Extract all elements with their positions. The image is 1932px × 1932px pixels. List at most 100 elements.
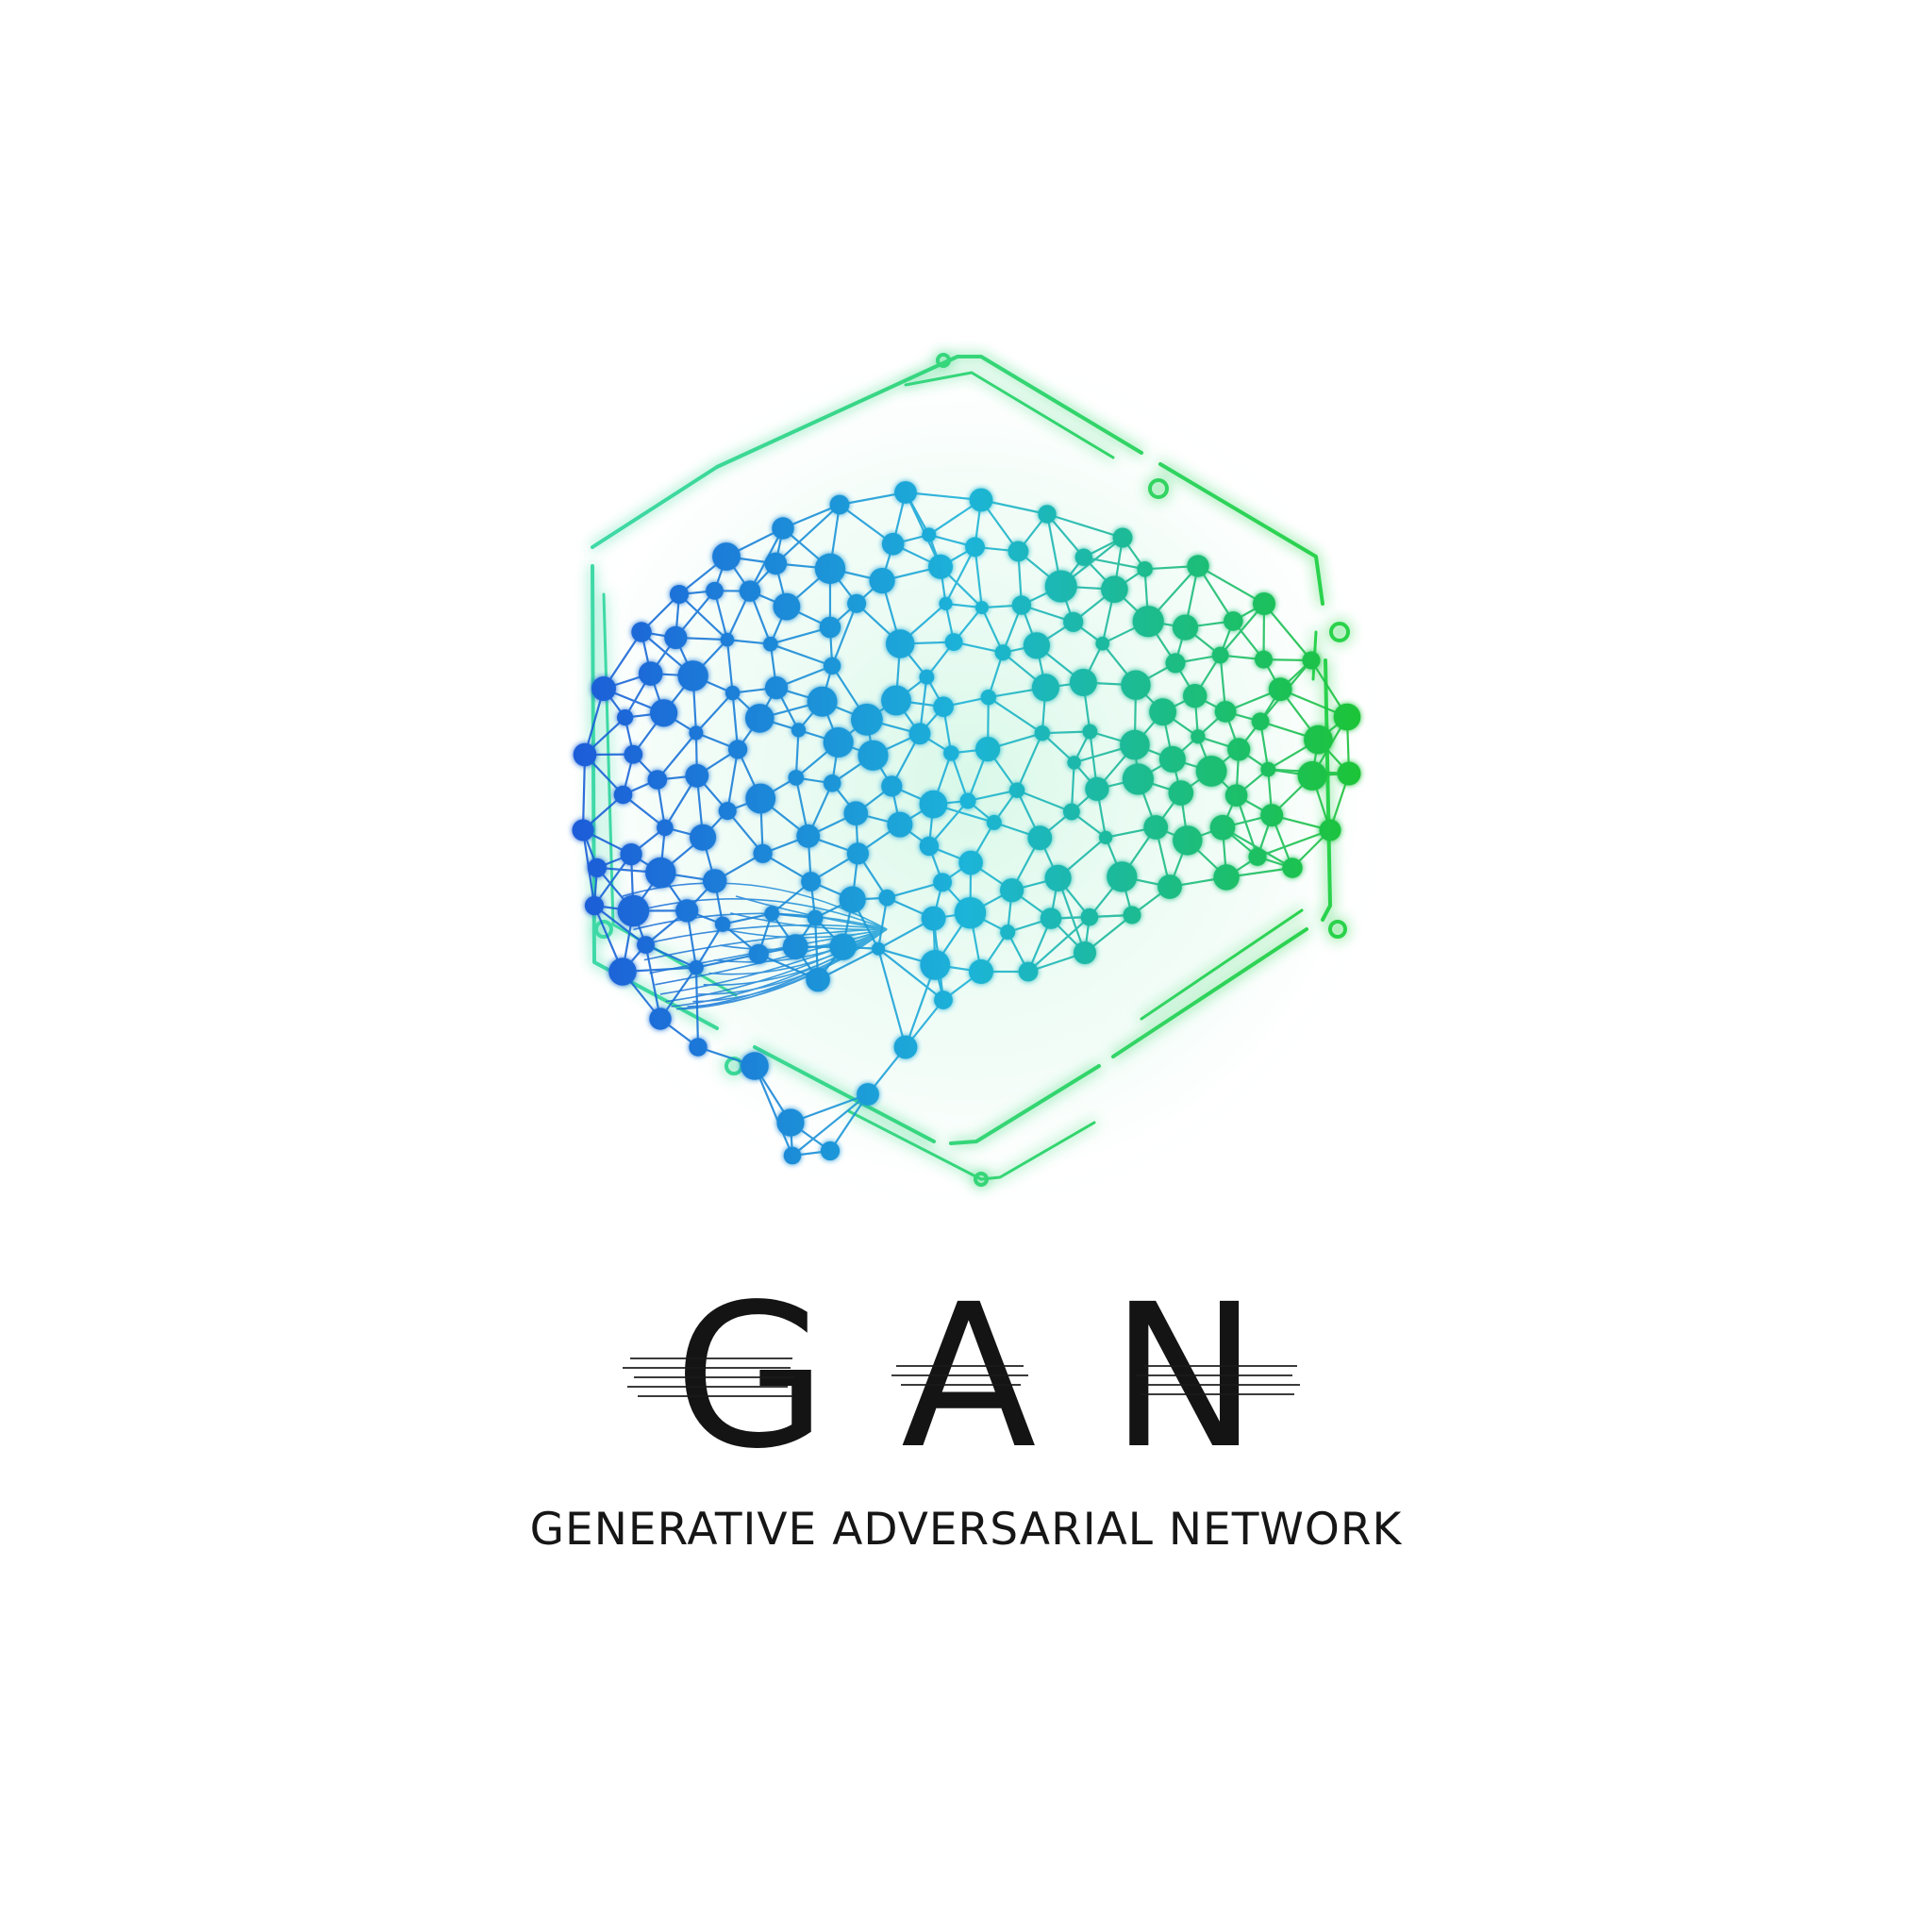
network-node <box>969 488 993 512</box>
network-node <box>689 725 704 741</box>
network-node <box>807 909 824 926</box>
network-node <box>933 696 954 717</box>
network-node <box>974 601 989 615</box>
network-node <box>617 709 634 726</box>
network-node <box>1211 646 1229 664</box>
network-edge <box>726 749 740 811</box>
network-node <box>869 568 895 594</box>
network-node <box>823 774 841 792</box>
network-node <box>591 676 616 701</box>
network-node <box>1099 830 1113 844</box>
network-node <box>1304 724 1333 755</box>
network-node <box>1149 698 1176 726</box>
network-node <box>788 770 805 786</box>
network-node <box>728 740 748 759</box>
network-node <box>1107 861 1138 892</box>
network-node <box>958 850 983 875</box>
network-node <box>939 596 953 611</box>
fiber-strand <box>643 928 888 961</box>
network-node <box>706 581 724 600</box>
network-node <box>764 552 788 575</box>
tagline: GENERATIVE ADVERSARIAL NETWORK <box>529 1504 1403 1556</box>
fiber-strand <box>730 912 888 931</box>
network-node <box>720 632 735 647</box>
network-node <box>1253 592 1275 615</box>
neural-network-brain-icon <box>572 481 1361 1165</box>
network-node <box>1227 738 1251 761</box>
network-node <box>617 894 650 927</box>
network-edge <box>928 800 969 847</box>
network-edge <box>1222 826 1293 869</box>
network-node <box>1085 776 1109 802</box>
network-edge <box>1197 565 1265 605</box>
network-node <box>851 703 883 736</box>
network-node <box>1074 941 1096 964</box>
fiber-strand <box>697 928 888 995</box>
network-edge <box>980 607 1005 654</box>
network-node <box>1172 614 1199 641</box>
network-node <box>584 895 605 916</box>
network-node <box>887 811 913 838</box>
network-node <box>829 494 850 515</box>
network-node <box>919 836 940 857</box>
network-node <box>819 616 841 639</box>
network-node <box>1165 653 1186 674</box>
network-node <box>933 873 952 892</box>
network-node <box>986 814 1002 830</box>
network-node <box>943 745 959 761</box>
network-node <box>886 629 915 658</box>
network-node <box>814 553 846 584</box>
network-node <box>893 1035 918 1059</box>
network-edge <box>678 593 728 641</box>
network-node <box>1080 908 1099 926</box>
network-node <box>908 723 931 745</box>
network-node <box>714 916 731 932</box>
network-node <box>1333 703 1361 731</box>
network-node <box>965 537 985 558</box>
network-node <box>764 676 789 700</box>
network-node <box>703 869 727 893</box>
network-edge <box>722 912 773 925</box>
network-node <box>685 763 709 788</box>
network-node <box>881 685 911 716</box>
fiber-strand <box>703 928 888 986</box>
network-node <box>670 585 689 604</box>
network-node <box>613 785 633 805</box>
network-node <box>881 775 903 797</box>
network-node <box>846 842 870 865</box>
network-node <box>631 622 652 642</box>
network-node <box>741 1052 769 1080</box>
network-edge <box>695 691 734 734</box>
network-node <box>894 481 917 504</box>
network-node <box>1074 548 1093 566</box>
network-edge <box>967 789 1018 803</box>
network-node <box>1224 611 1243 631</box>
network-edge <box>905 491 982 502</box>
network-node <box>839 886 866 913</box>
network-node <box>739 580 761 602</box>
network-node <box>690 824 717 851</box>
network-node <box>724 685 741 701</box>
network-node <box>1112 527 1133 548</box>
network-node <box>823 727 854 758</box>
network-node <box>934 991 953 1009</box>
network-node <box>1023 632 1050 659</box>
network-node <box>881 532 905 556</box>
network-node <box>1224 784 1248 807</box>
network-node <box>944 633 963 651</box>
network-edge <box>725 639 734 693</box>
network-node <box>1173 825 1203 856</box>
network-edge <box>581 754 587 831</box>
network-node <box>1031 674 1059 702</box>
network-node <box>1132 606 1164 638</box>
network-node <box>1000 924 1016 941</box>
network-node <box>1282 858 1303 878</box>
network-node <box>624 744 643 764</box>
network-node <box>718 802 737 821</box>
network-node <box>1143 815 1169 840</box>
wordmark-gan: GAN <box>674 1261 1332 1492</box>
network-node <box>1260 804 1284 827</box>
network-node <box>920 950 951 980</box>
